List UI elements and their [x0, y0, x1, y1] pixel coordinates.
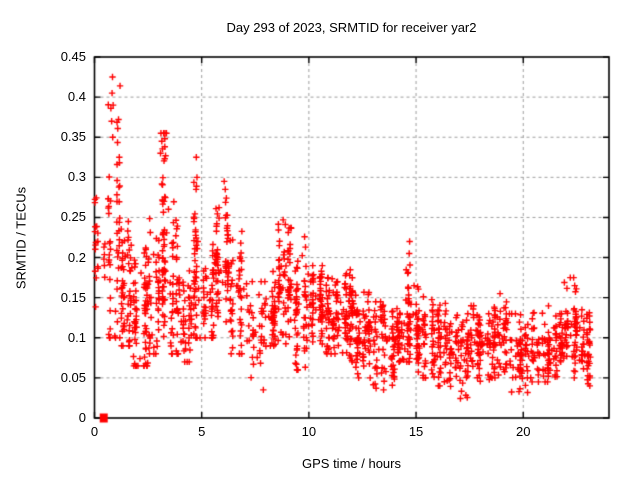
x-tick-label: 10	[301, 424, 317, 439]
x-tick-label: 0	[90, 424, 99, 439]
y-tick-label: 0.15	[60, 289, 86, 305]
x-tick-label: 15	[408, 424, 424, 439]
y-axis-label: SRMTID / TECUs	[13, 186, 29, 290]
y-tick-label: 0.2	[67, 249, 86, 265]
x-tick-label: 20	[516, 424, 531, 439]
y-tick-label: 0.25	[60, 209, 86, 225]
chart-title: Day 293 of 2023, SRMTID for receiver yar…	[226, 20, 477, 35]
y-tick-label: 0.4	[67, 89, 86, 105]
y-tick-label: 0.45	[60, 49, 86, 64]
y-tick-label: 0	[78, 410, 86, 425]
y-tick-label: 0.1	[67, 329, 86, 345]
y-tick-label: 0.3	[67, 169, 86, 185]
y-tick-label: 0.35	[60, 129, 86, 145]
x-axis-label: GPS time / hours	[302, 456, 401, 471]
x-tick-label: 5	[198, 424, 206, 439]
y-tick-label: 0.05	[60, 369, 86, 385]
